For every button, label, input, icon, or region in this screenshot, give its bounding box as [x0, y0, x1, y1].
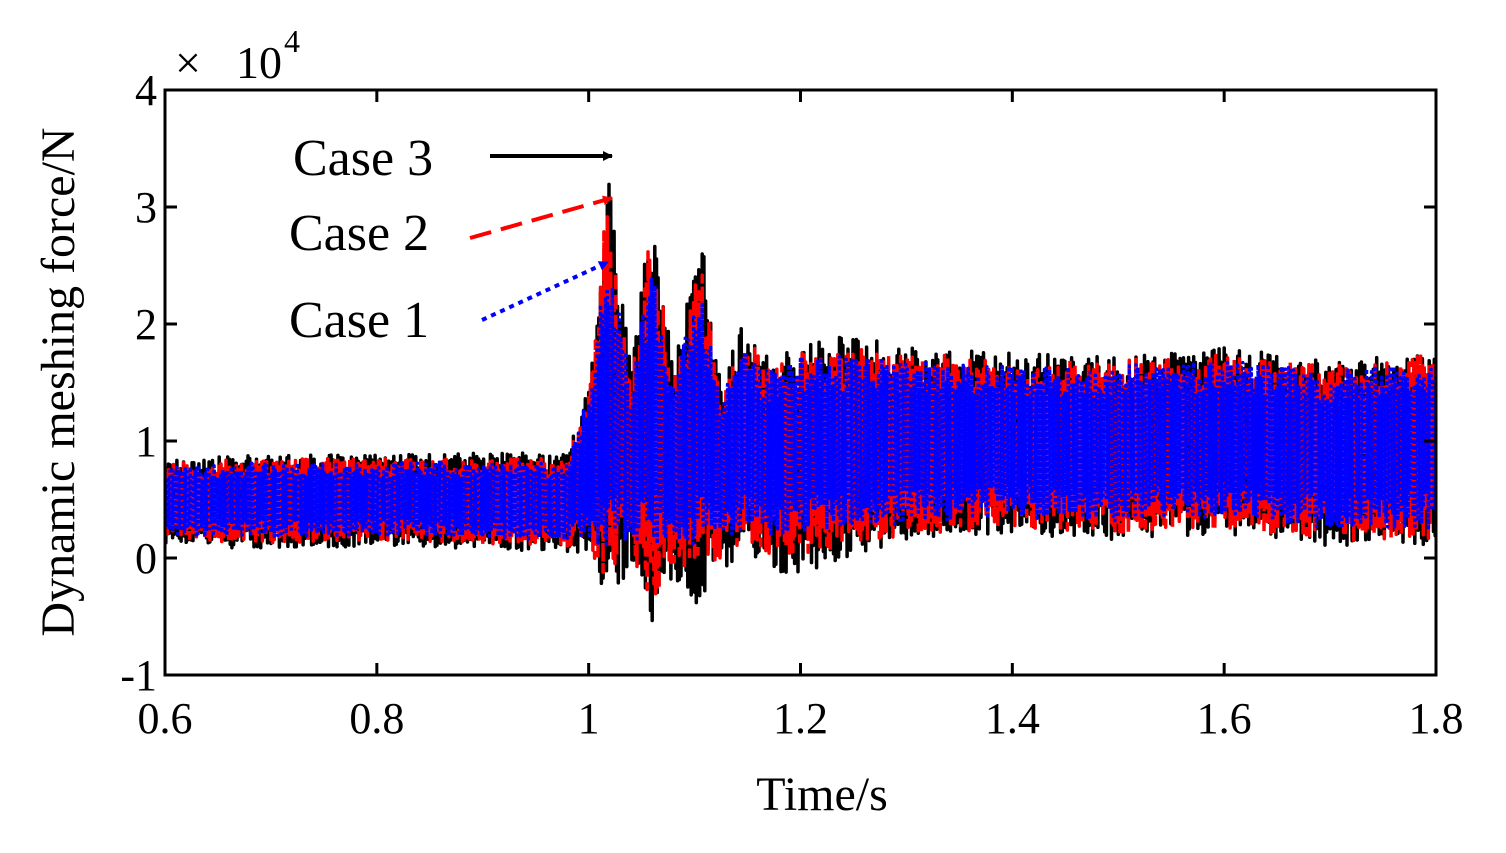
y-tick-label: 1 — [135, 417, 157, 466]
x-tick-label: 1.8 — [1409, 694, 1464, 743]
y-axis-title: Dynamic meshing force/N — [32, 127, 85, 636]
series-case-1 — [165, 277, 1436, 550]
annotation-case2-arrow — [469, 195, 613, 240]
series-layer — [165, 182, 1436, 623]
y-tick-label: 4 — [135, 66, 157, 115]
annotations: Case 3 Case 2 Case 1 — [289, 130, 613, 349]
x-tick-label: 1.6 — [1197, 694, 1252, 743]
annotation-case1-label: Case 1 — [289, 292, 429, 349]
x-tick-label: 0.8 — [349, 694, 404, 743]
annotation-case2-label: Case 2 — [289, 205, 429, 262]
y-multiplier-times: × — [175, 37, 201, 88]
annotation-case1-arrow — [481, 260, 609, 322]
y-multiplier: × 10 4 — [175, 23, 300, 88]
y-tick-label: 0 — [135, 534, 157, 583]
annotation-case3-label: Case 3 — [293, 130, 433, 187]
x-tick-label: 1.4 — [985, 694, 1040, 743]
y-tick-label: 2 — [135, 300, 157, 349]
x-tick-label: 1.2 — [773, 694, 828, 743]
x-axis-title: Time/s — [756, 768, 888, 821]
y-multiplier-base: 10 — [236, 37, 282, 88]
y-tick-label: 3 — [135, 183, 157, 232]
ticks-layer: 0.6 0.8 1 1.2 1.4 1.6 1.8 -1 0 1 2 3 4 — [120, 66, 1463, 743]
x-tick-label: 1 — [578, 694, 600, 743]
y-tick-label: -1 — [120, 651, 157, 700]
y-multiplier-exponent: 4 — [284, 23, 300, 59]
x-tick-label: 0.6 — [138, 694, 193, 743]
